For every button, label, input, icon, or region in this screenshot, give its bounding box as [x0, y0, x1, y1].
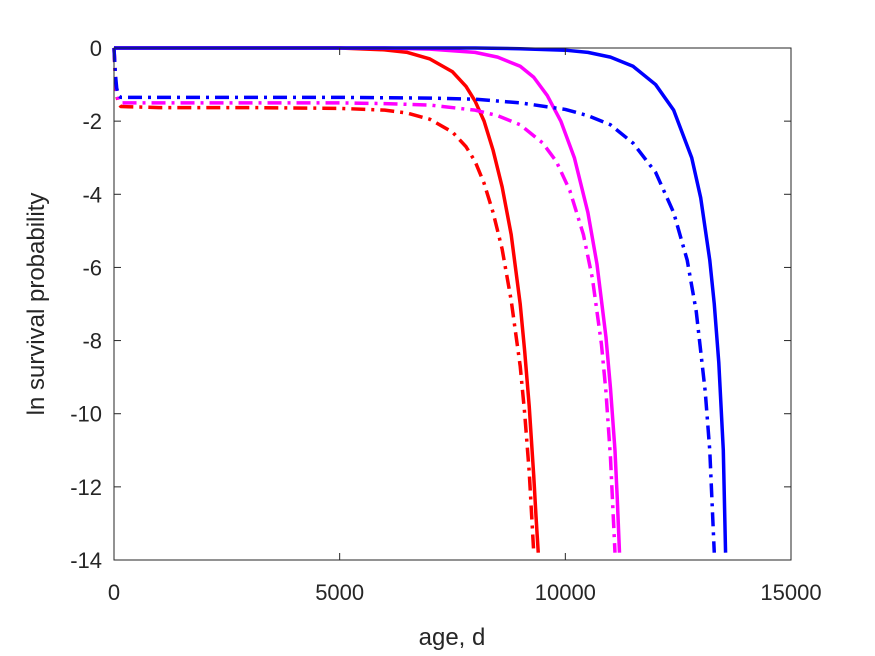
y-tick-label: 0: [90, 36, 102, 61]
tick-layer: 0 5000 10000 15000 0 -2 -4 -6 -8 -10 -12 -14: [70, 36, 821, 605]
series-line-2: [112, 47, 536, 553]
y-tick-label: -4: [82, 182, 102, 207]
x-tick-label: 15000: [760, 580, 821, 605]
plot-area-frame: [113, 47, 792, 561]
y-tick-label: -2: [82, 109, 102, 134]
y-tick-label: -8: [82, 329, 102, 354]
y-tick-label: -10: [70, 402, 102, 427]
x-tick-label: 10000: [535, 580, 596, 605]
series-line-6: [112, 47, 717, 553]
x-tick-label: 0: [108, 580, 120, 605]
x-tick-label: 5000: [315, 580, 364, 605]
y-axis-label: ln survival probability: [23, 193, 50, 416]
y-tick-label: -12: [70, 475, 102, 500]
y-tick-label: -6: [82, 255, 102, 280]
x-axis-label: age, d: [419, 624, 486, 651]
y-tick-label: -14: [70, 548, 102, 573]
